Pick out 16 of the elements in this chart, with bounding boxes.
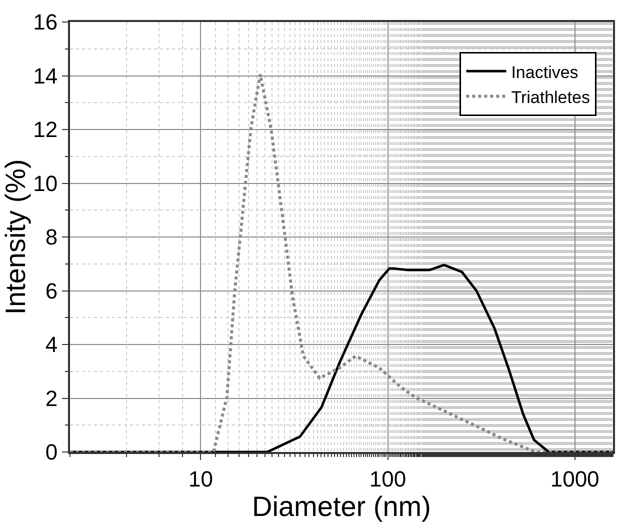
y-tick-label: 14 [33, 63, 58, 88]
y-tick-label: 10 [33, 170, 58, 196]
x-axis-title: Diameter (nm) [252, 491, 431, 522]
y-tick-label: 6 [45, 278, 58, 304]
x-tick-label: 10 [188, 466, 213, 492]
y-tick-label: 16 [33, 10, 58, 35]
y-tick-label: 12 [33, 117, 58, 142]
y-axis-title: Intensity (%) [0, 159, 31, 315]
x-tick-label: 1000 [550, 466, 600, 492]
y-tick-label: 4 [45, 332, 58, 358]
y-tick-label: 8 [45, 224, 58, 250]
x-tick-label: 100 [369, 466, 406, 492]
y-tick-label: 0 [45, 440, 58, 465]
legend-label: Triathletes [511, 88, 590, 107]
y-tick-label: 2 [45, 386, 58, 411]
legend-label: Inactives [511, 62, 578, 82]
